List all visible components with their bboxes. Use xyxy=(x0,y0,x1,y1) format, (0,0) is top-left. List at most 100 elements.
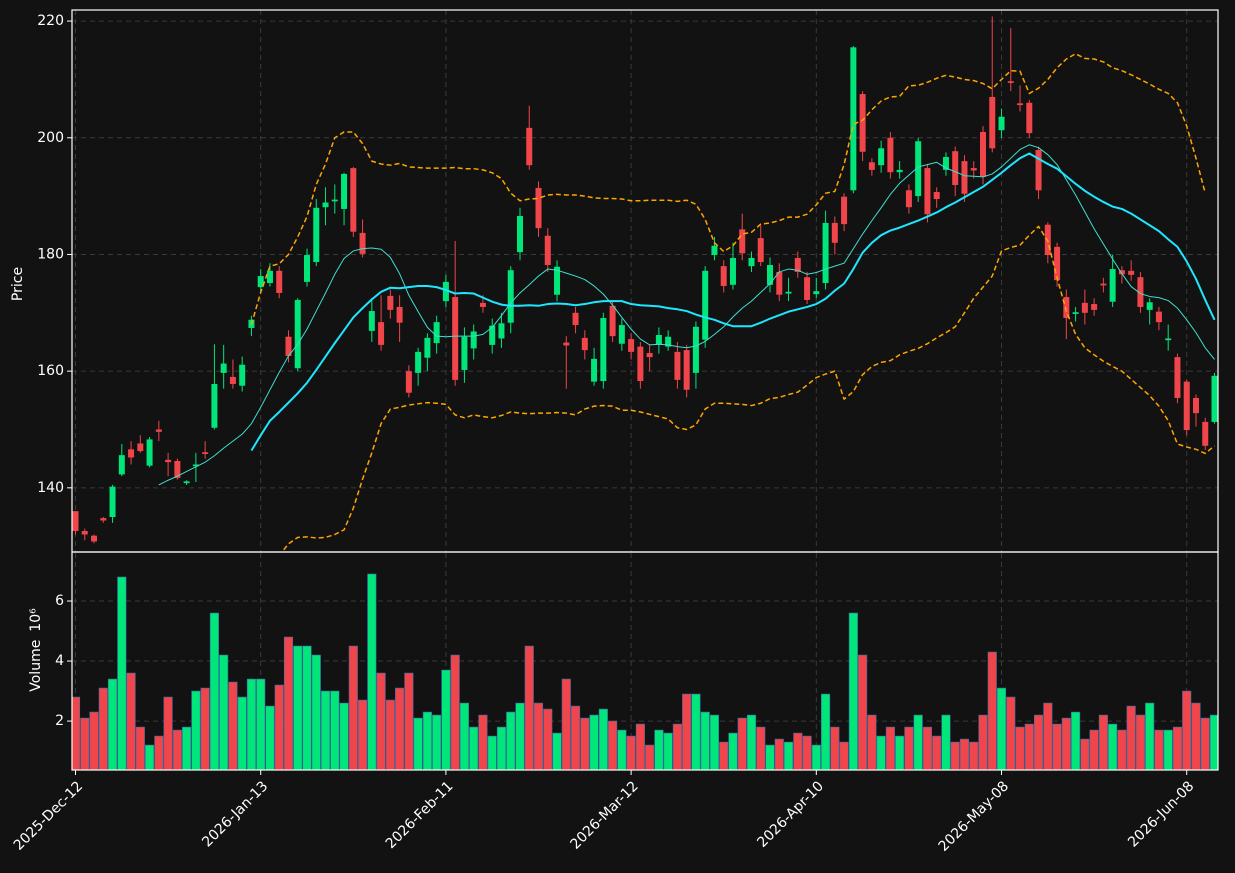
volume-bar xyxy=(487,735,497,770)
volume-bar xyxy=(1024,723,1034,770)
candle-body xyxy=(563,342,570,346)
candle-body xyxy=(1091,304,1098,310)
candle-body xyxy=(887,137,894,173)
candle-body xyxy=(683,350,690,390)
candle-body xyxy=(507,270,514,323)
candle-body xyxy=(924,168,931,215)
candle-body xyxy=(433,322,440,344)
candle-body xyxy=(729,257,736,285)
candle-body xyxy=(998,116,1005,131)
candle-body xyxy=(387,295,394,310)
volume-bar xyxy=(320,690,331,770)
volume-bar xyxy=(645,744,655,770)
overlay-line xyxy=(158,144,1215,486)
volume-bar xyxy=(663,732,673,770)
volume-bar xyxy=(858,654,868,770)
volume-bar xyxy=(191,690,201,770)
volume-bar xyxy=(107,678,118,770)
candle-body xyxy=(313,207,320,263)
candle-body xyxy=(100,518,107,521)
volume-bar xyxy=(895,735,905,770)
candle-body xyxy=(905,190,912,208)
candle-body xyxy=(1007,81,1014,83)
candle-body xyxy=(1100,283,1107,286)
volume-bar xyxy=(811,744,821,770)
candle-body xyxy=(554,266,561,295)
price-panel xyxy=(72,16,1218,552)
candle-body xyxy=(813,291,820,295)
candle-body xyxy=(961,161,968,194)
y-tick-label: 160 xyxy=(37,363,64,379)
y-tick-label: 6 xyxy=(55,593,64,609)
volume-bar xyxy=(700,711,710,770)
volume-bar xyxy=(580,717,590,770)
candle-body xyxy=(1063,297,1070,319)
candle-body xyxy=(896,169,903,173)
candle-body xyxy=(785,291,792,294)
grid-layer xyxy=(72,10,1218,770)
candle-body xyxy=(516,215,523,253)
y-tick-label: 2 xyxy=(55,713,64,729)
volume-bar xyxy=(72,696,81,770)
candle-body xyxy=(461,336,468,370)
candle-body xyxy=(1202,421,1209,446)
volume-bar xyxy=(496,726,507,770)
volume-bar xyxy=(709,714,720,770)
volume-bar xyxy=(821,693,831,770)
candle-body xyxy=(1109,269,1116,302)
volume-bar xyxy=(98,687,108,770)
volume-bar xyxy=(617,729,627,770)
volume-bar xyxy=(80,717,90,770)
candle-body xyxy=(794,257,801,272)
candle-body xyxy=(1118,270,1125,275)
candle-body xyxy=(1035,150,1042,191)
volume-bar xyxy=(1154,729,1164,770)
candle-body xyxy=(572,312,579,326)
candle-body xyxy=(470,331,477,349)
volume-axis-label: Volume 10⁶ xyxy=(28,608,44,692)
candle-body xyxy=(155,429,162,432)
candle-body xyxy=(359,232,366,254)
candle-body xyxy=(609,305,616,337)
volume-bar xyxy=(1108,723,1118,770)
volume-bar xyxy=(746,714,757,770)
volume-bar xyxy=(89,711,99,770)
candle-body xyxy=(489,325,496,345)
candle-body xyxy=(544,235,551,265)
candle-body xyxy=(285,336,292,356)
volume-bar xyxy=(922,726,932,770)
volume-bar xyxy=(367,573,377,770)
candle-body xyxy=(618,325,625,344)
candle-body xyxy=(211,383,218,428)
volume-bar xyxy=(246,678,257,770)
candle-body xyxy=(452,297,459,380)
volume-bar xyxy=(996,687,1007,770)
candle-body xyxy=(665,336,672,347)
candle-body xyxy=(535,187,542,229)
candle-body xyxy=(655,334,662,345)
volume-bar xyxy=(1098,714,1108,770)
volume-bar xyxy=(802,735,812,770)
candle-body xyxy=(341,173,348,209)
volume-bar xyxy=(237,696,247,770)
volume-bar xyxy=(469,726,479,770)
volume-bar xyxy=(395,687,405,770)
volume-bar xyxy=(552,732,562,770)
volume-frame xyxy=(71,551,1219,771)
volume-bar xyxy=(293,645,303,770)
candle-body xyxy=(128,449,135,458)
volume-bar xyxy=(450,654,460,770)
volume-bar xyxy=(515,702,525,770)
overlay-line xyxy=(250,152,1216,452)
candle-body xyxy=(137,443,144,452)
candle-body xyxy=(72,511,79,531)
candle-body xyxy=(239,364,246,386)
volume-bar xyxy=(608,720,618,770)
volume-bar xyxy=(913,714,923,770)
candle-body xyxy=(498,323,505,339)
volume-bar xyxy=(561,678,571,770)
candle-body xyxy=(91,535,98,542)
volume-bar xyxy=(876,735,886,770)
candle-body xyxy=(257,276,264,288)
volume-bar xyxy=(533,702,544,770)
